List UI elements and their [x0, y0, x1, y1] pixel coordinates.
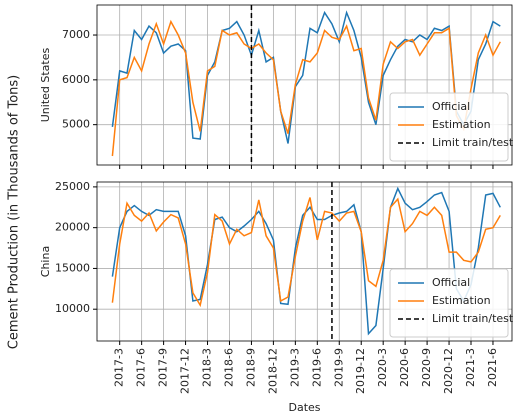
- axes-frame: [96, 4, 513, 166]
- y-tick-label: 5000: [62, 118, 90, 131]
- x-tick-label: 2018-6: [222, 348, 235, 387]
- axes-frame: [96, 181, 513, 342]
- x-tick-label: 2020-3: [376, 348, 389, 387]
- y-axis-label: China: [39, 246, 52, 277]
- x-tick-label: 2019-9: [332, 348, 345, 387]
- legend-label: Official: [432, 100, 470, 113]
- figure-ylabel: Cement Production (in Thousands of Tons): [7, 75, 22, 350]
- legend-label: Limit train/test: [432, 312, 514, 325]
- y-axis-label: United States: [39, 47, 52, 122]
- legend-label: Official: [432, 276, 470, 289]
- series-line: [111, 19, 501, 157]
- x-tick-label: 2018-3: [201, 348, 214, 387]
- legend-label: Limit train/test: [432, 136, 514, 149]
- x-tick-label: 2019-6: [310, 348, 323, 387]
- x-tick-label: 2020-12: [442, 348, 455, 394]
- x-tick-label: 2020-9: [420, 348, 433, 387]
- legend-box: [389, 92, 509, 162]
- x-tick-label: 2020-6: [398, 348, 411, 387]
- y-tick-label: 6000: [62, 73, 90, 86]
- x-tick-label: 2018-12: [266, 348, 279, 394]
- series-line: [111, 10, 501, 144]
- y-tick-label: 7000: [62, 28, 90, 41]
- x-tick-label: 2019-3: [288, 348, 301, 387]
- x-tick-label: 2018-9: [244, 348, 257, 387]
- x-tick-label: 2017-9: [157, 348, 170, 387]
- x-tick-label: 2017-12: [179, 348, 192, 394]
- legend-label: Estimation: [432, 294, 491, 307]
- y-tick-label: 15000: [55, 261, 90, 274]
- legend-box: [389, 268, 509, 338]
- y-tick-label: 25000: [55, 180, 90, 193]
- x-tick-label: 2021-6: [486, 348, 499, 387]
- legend: Official Estimation Limit train/test: [389, 92, 514, 162]
- x-axis-label: Dates: [288, 401, 320, 414]
- legend: Official Estimation Limit train/test: [389, 268, 514, 338]
- x-tick-label: 2019-12: [354, 348, 367, 394]
- y-tick-label: 20000: [55, 221, 90, 234]
- x-tick-label: 2021-3: [464, 348, 477, 387]
- series-line: [111, 197, 501, 308]
- x-tick-label: 2017-3: [113, 348, 126, 387]
- x-tick-label: 2017-6: [135, 348, 148, 387]
- y-tick-label: 10000: [55, 302, 90, 315]
- legend-label: Estimation: [432, 118, 491, 131]
